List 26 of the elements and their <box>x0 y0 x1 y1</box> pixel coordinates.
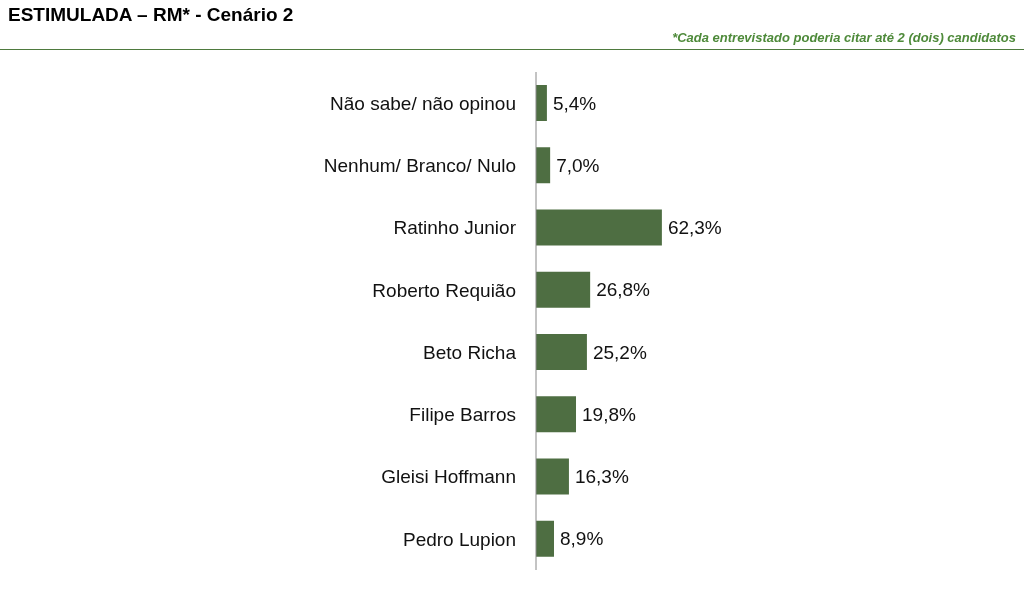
bar <box>536 209 662 246</box>
y-tick-label: Não sabe/ não opinou <box>330 92 516 114</box>
y-tick-label: Ratinho Junior <box>393 217 517 239</box>
data-label: 8,9% <box>559 528 604 550</box>
bar <box>536 85 547 121</box>
data-label: 7,0% <box>556 154 600 176</box>
bar <box>536 334 587 370</box>
data-label: 25,2% <box>592 341 647 363</box>
y-tick-label: Filipe Barros <box>409 404 516 426</box>
bar <box>536 458 569 495</box>
data-label: 26,8% <box>596 279 651 301</box>
data-label: 16,3% <box>574 466 629 488</box>
y-tick-label: Gleisi Hoffmann <box>381 466 516 488</box>
text: ESTIMULADA – RM* - Cenário 2 <box>8 4 295 26</box>
bar <box>536 396 577 433</box>
data-label: 5,4% <box>552 92 597 114</box>
data-label: 19,8% <box>582 403 636 425</box>
y-tick-label: Roberto Requião <box>372 279 516 301</box>
bar <box>536 147 551 184</box>
y-tick-label: Pedro Lupion <box>402 528 516 550</box>
y-tick-label: Nenhum/ Branco/ Nulo <box>323 155 516 177</box>
bar <box>536 520 554 557</box>
y-tick-label: Beto Richa <box>423 341 517 363</box>
data-label: 62,3% <box>667 217 722 239</box>
text: *Cada entrevistado poderia citar até 2 (dois) candidatos <box>671 30 1016 45</box>
bar <box>536 271 591 308</box>
